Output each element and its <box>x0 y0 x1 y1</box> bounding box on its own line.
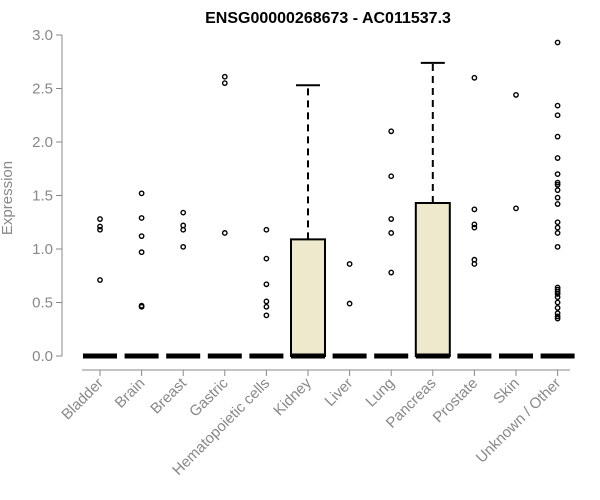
outlier-point <box>554 112 561 119</box>
box-group <box>332 261 367 359</box>
x-tick-label: Kidney <box>270 374 315 419</box>
y-tick-label: 0.0 <box>32 348 53 365</box>
outlier-point <box>554 304 561 311</box>
outlier-point <box>554 39 561 46</box>
chart-title: ENSG00000268673 - AC011537.3 <box>205 10 451 27</box>
outlier-point <box>97 223 103 230</box>
outlier-point <box>554 187 561 194</box>
box-group <box>207 73 242 359</box>
x-tick-label: Liver <box>321 375 356 410</box>
outlier-point <box>554 102 561 109</box>
box-group <box>499 92 533 359</box>
outlier-point <box>554 201 561 207</box>
box-group <box>414 61 451 359</box>
outlier-point <box>388 173 395 180</box>
outlier-point <box>388 128 395 135</box>
outlier-point <box>97 216 103 222</box>
outlier-point <box>554 219 561 226</box>
y-tick-label: 3.0 <box>32 27 53 44</box>
box-rect <box>414 201 451 357</box>
box-group <box>83 216 117 359</box>
y-tick-label: 0.5 <box>32 295 53 312</box>
outlier-point <box>554 315 561 322</box>
outlier-point <box>471 74 478 81</box>
box-group <box>540 39 575 359</box>
outlier-point <box>138 190 145 197</box>
outlier-point <box>388 230 395 236</box>
y-tick-label: 1.5 <box>32 188 53 205</box>
box-group <box>374 128 409 359</box>
outlier-point <box>180 222 187 229</box>
x-tick-label: Lung <box>362 375 398 411</box>
outlier-point <box>263 226 270 233</box>
outlier-point <box>554 181 561 188</box>
outlier-point <box>97 277 103 283</box>
x-tick-label: Skin <box>490 375 523 408</box>
box-group <box>166 209 201 359</box>
outlier-point <box>263 312 270 319</box>
outlier-point <box>471 221 478 228</box>
outlier-point <box>346 300 353 307</box>
outlier-point <box>138 249 145 256</box>
outlier-point <box>554 171 561 178</box>
box-group <box>124 190 159 359</box>
outlier-point <box>554 155 561 161</box>
outlier-point <box>471 224 478 231</box>
outlier-point <box>263 281 270 288</box>
outlier-point <box>388 269 395 276</box>
outlier-point <box>263 303 270 310</box>
x-tick-label: Bladder <box>58 375 107 424</box>
outlier-point <box>554 179 561 186</box>
outlier-point <box>138 233 145 240</box>
y-tick-label: 2.5 <box>32 81 53 98</box>
outlier-point <box>180 243 187 250</box>
y-tick-label: 1.0 <box>32 241 53 258</box>
x-tick-label: Prostate <box>430 375 482 427</box>
outlier-point <box>221 73 228 80</box>
outlier-point <box>180 209 187 216</box>
box-group <box>290 84 326 359</box>
outlier-point <box>388 216 395 222</box>
plot-area <box>83 39 575 359</box>
outlier-point <box>221 80 228 87</box>
outlier-point <box>221 230 228 236</box>
outlier-point <box>138 215 145 221</box>
outlier-point <box>97 226 103 233</box>
outlier-point <box>554 286 561 293</box>
y-axis-label: Expression <box>0 161 16 235</box>
outlier-point <box>554 310 561 317</box>
outlier-point <box>471 206 478 213</box>
x-tick-label: Brain <box>112 375 149 412</box>
box-group <box>249 226 284 359</box>
outlier-point <box>554 299 561 306</box>
x-tick-label: Breast <box>147 374 190 417</box>
outlier-point <box>346 261 353 267</box>
outlier-point <box>263 298 270 305</box>
outlier-point <box>554 224 561 231</box>
outlier-point <box>554 194 561 201</box>
outlier-point <box>554 133 561 140</box>
outlier-point <box>138 302 145 309</box>
y-tick-label: 2.0 <box>32 134 53 151</box>
outlier-point <box>554 284 561 291</box>
outlier-point <box>554 230 561 236</box>
outlier-point <box>513 205 519 212</box>
outlier-point <box>263 255 270 262</box>
outlier-point <box>554 243 561 250</box>
outlier-point <box>554 313 561 320</box>
outlier-point <box>554 294 561 301</box>
box-group <box>457 74 492 359</box>
box-rect <box>290 238 326 357</box>
outlier-point <box>513 92 519 98</box>
outlier-point <box>471 256 478 263</box>
